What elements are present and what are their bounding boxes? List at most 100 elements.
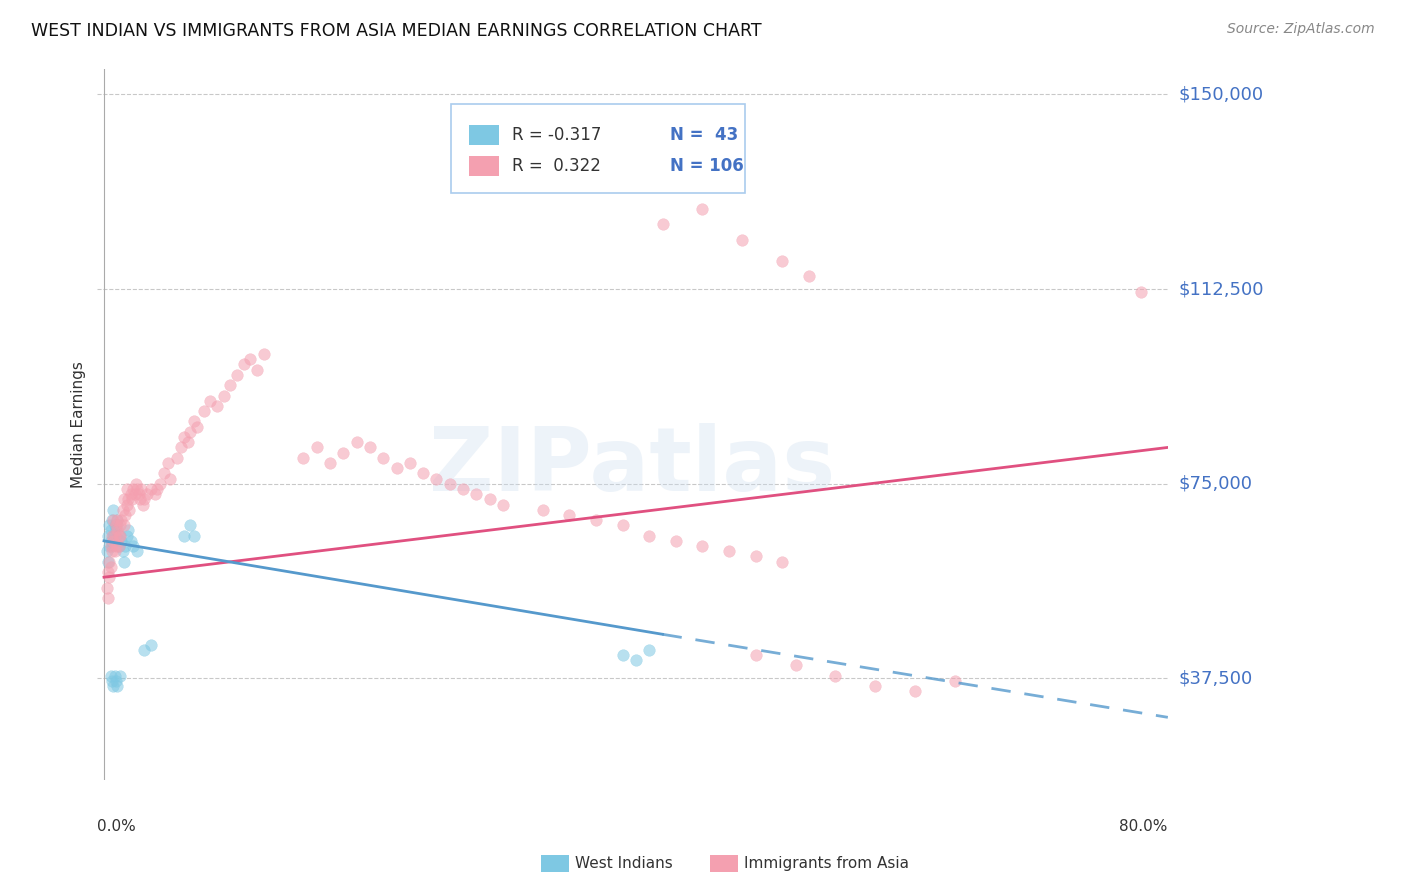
- Point: [100, 669, 122, 683]
- Point: [103, 513, 125, 527]
- Point: [193, 404, 215, 418]
- Point: [239, 352, 262, 367]
- Point: [177, 435, 200, 450]
- Point: [226, 368, 249, 382]
- Point: [98, 518, 121, 533]
- Point: [692, 202, 714, 216]
- Point: [103, 529, 125, 543]
- Point: [139, 638, 162, 652]
- Text: N =  43: N = 43: [671, 126, 738, 144]
- Point: [219, 378, 242, 392]
- Point: [638, 643, 661, 657]
- Point: [108, 669, 131, 683]
- Text: R =  0.322: R = 0.322: [512, 157, 600, 175]
- Point: [117, 524, 139, 538]
- Point: [385, 461, 408, 475]
- Bar: [468, 125, 499, 145]
- Text: $37,500: $37,500: [1180, 669, 1253, 688]
- Point: [770, 253, 793, 268]
- Point: [104, 673, 127, 688]
- Point: [173, 430, 195, 444]
- Point: [122, 539, 145, 553]
- Point: [797, 269, 820, 284]
- Point: [744, 648, 766, 662]
- Point: [186, 419, 208, 434]
- Point: [104, 518, 127, 533]
- Bar: [468, 156, 499, 176]
- Point: [97, 591, 120, 605]
- Point: [478, 492, 501, 507]
- Point: [103, 502, 125, 516]
- Point: [183, 529, 205, 543]
- Point: [112, 492, 135, 507]
- Point: [183, 415, 205, 429]
- Point: [124, 487, 146, 501]
- Point: [179, 518, 201, 533]
- Text: $75,000: $75,000: [1180, 475, 1253, 492]
- Point: [125, 476, 148, 491]
- Point: [104, 533, 127, 548]
- Point: [425, 472, 447, 486]
- Point: [104, 518, 127, 533]
- Text: R = -0.317: R = -0.317: [512, 126, 600, 144]
- Text: $150,000: $150,000: [1180, 86, 1264, 103]
- Point: [104, 529, 127, 543]
- Point: [292, 450, 315, 465]
- Point: [97, 555, 120, 569]
- Point: [770, 555, 793, 569]
- Point: [105, 524, 128, 538]
- Point: [98, 570, 121, 584]
- Point: [100, 524, 122, 538]
- Point: [558, 508, 581, 522]
- Point: [212, 388, 235, 402]
- Point: [305, 441, 328, 455]
- Point: [127, 544, 149, 558]
- Point: [1130, 285, 1153, 299]
- Point: [115, 498, 138, 512]
- Point: [135, 487, 157, 501]
- Point: [108, 529, 131, 543]
- Point: [146, 482, 169, 496]
- Point: [319, 456, 342, 470]
- Point: [132, 643, 155, 657]
- Point: [128, 487, 150, 501]
- Point: [108, 518, 131, 533]
- Point: [104, 669, 127, 683]
- Point: [98, 539, 121, 553]
- Text: ZIPatlas: ZIPatlas: [429, 423, 835, 510]
- Y-axis label: Median Earnings: Median Earnings: [72, 360, 86, 488]
- Point: [107, 539, 129, 553]
- Point: [451, 482, 474, 496]
- Point: [612, 648, 634, 662]
- Point: [110, 533, 132, 548]
- Point: [100, 559, 122, 574]
- Point: [166, 450, 188, 465]
- Point: [373, 450, 395, 465]
- Text: West Indians: West Indians: [575, 856, 673, 871]
- Point: [122, 482, 145, 496]
- Point: [129, 492, 152, 507]
- Point: [101, 513, 124, 527]
- Point: [120, 533, 142, 548]
- Point: [118, 502, 141, 516]
- Point: [744, 549, 766, 564]
- Point: [531, 502, 554, 516]
- Point: [101, 544, 124, 558]
- Point: [104, 529, 127, 543]
- Text: WEST INDIAN VS IMMIGRANTS FROM ASIA MEDIAN EARNINGS CORRELATION CHART: WEST INDIAN VS IMMIGRANTS FROM ASIA MEDI…: [31, 22, 762, 40]
- Point: [156, 456, 179, 470]
- Point: [132, 492, 155, 507]
- Point: [246, 362, 269, 376]
- Point: [111, 502, 134, 516]
- Point: [585, 513, 607, 527]
- Point: [943, 673, 966, 688]
- Point: [465, 487, 488, 501]
- Point: [129, 482, 152, 496]
- Point: [332, 445, 354, 459]
- Point: [121, 492, 143, 507]
- Point: [115, 529, 138, 543]
- Point: [105, 513, 128, 527]
- Point: [651, 217, 673, 231]
- Point: [101, 673, 124, 688]
- Point: [638, 529, 661, 543]
